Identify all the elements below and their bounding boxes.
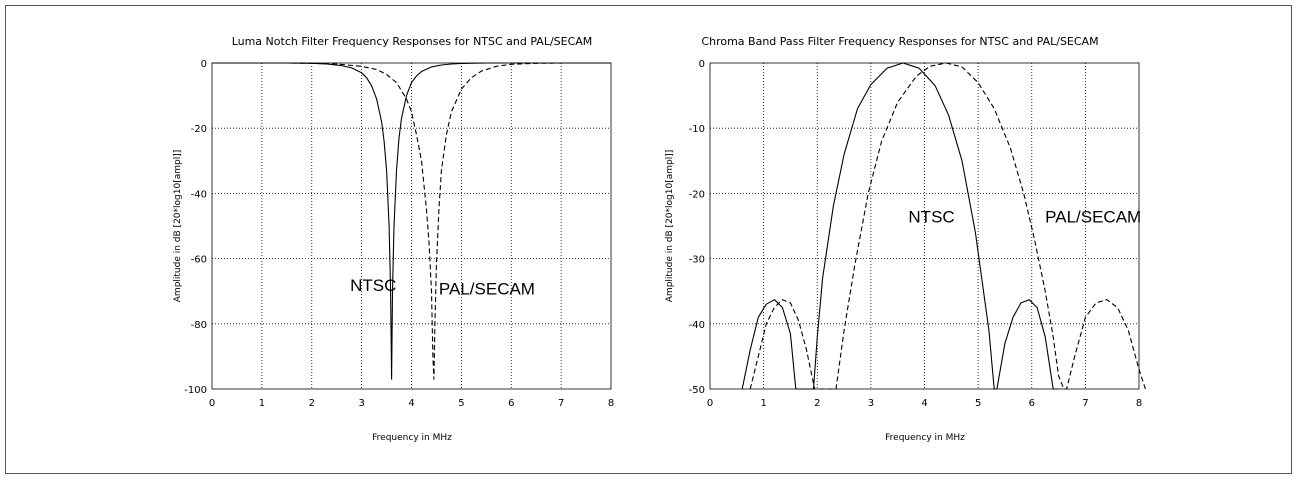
y-tick-label: -50 (689, 385, 705, 396)
y-tick-label: -80 (191, 320, 207, 331)
ntsc-response-line (212, 62, 611, 380)
x-tick-label: 1 (259, 398, 265, 409)
annotations: NTSC PAL/SECAM (908, 208, 1141, 227)
x-tick-label: 5 (458, 398, 464, 409)
series-lines (212, 62, 611, 380)
annotation-label: NTSC (350, 276, 396, 295)
luma-notch-chart: Luma Notch Filter Frequency Responses fo… (173, 35, 614, 443)
y-axis-label: Amplitude in dB [20*log10[ampl]] (665, 150, 675, 302)
y-tick-label: -20 (191, 124, 207, 135)
tick-labels: 0 1 2 3 4 5 6 7 8 0 -10 -20 -30 -40 -50 (689, 59, 1143, 409)
x-tick-label: 4 (921, 398, 927, 409)
grid (212, 63, 611, 389)
chroma-bandpass-chart: Chroma Band Pass Filter Frequency Respon… (665, 35, 1146, 443)
x-tick-label: 7 (1082, 398, 1088, 409)
y-tick-label: -60 (191, 255, 207, 266)
pal-secam-response-line (212, 62, 611, 380)
annotation-label: PAL/SECAM (1045, 208, 1141, 227)
x-tick-label: 6 (508, 398, 514, 409)
ntsc-response-line (741, 62, 1059, 390)
x-tick-label: 8 (608, 398, 614, 409)
figure-frame (5, 5, 1292, 474)
y-tick-label: -100 (184, 385, 207, 396)
y-tick-label: 0 (699, 59, 705, 70)
x-tick-label: 7 (558, 398, 564, 409)
plot-area (211, 62, 612, 390)
x-tick-label: 5 (975, 398, 981, 409)
y-tick-label: -40 (191, 189, 207, 200)
x-axis-label: Frequency in MHz (372, 433, 452, 443)
y-axis-label: Amplitude in dB [20*log10[ampl]] (173, 150, 183, 302)
y-tick-label: -20 (689, 189, 705, 200)
y-tick-label: -30 (689, 255, 705, 266)
x-tick-label: 4 (408, 398, 414, 409)
x-tick-label: 2 (309, 398, 315, 409)
series-lines (741, 62, 1146, 390)
x-tick-label: 0 (707, 398, 713, 409)
annotation-label: PAL/SECAM (439, 279, 535, 298)
annotations: NTSC PAL/SECAM (350, 276, 535, 298)
y-tick-label: -10 (689, 124, 705, 135)
x-tick-label: 6 (1029, 398, 1035, 409)
annotation-label: NTSC (908, 208, 954, 227)
y-tick-label: -40 (689, 320, 705, 331)
chart-title: Luma Notch Filter Frequency Responses fo… (232, 35, 593, 48)
x-tick-label: 0 (209, 398, 215, 409)
chart-title: Chroma Band Pass Filter Frequency Respon… (701, 35, 1098, 48)
x-tick-label: 8 (1136, 398, 1142, 409)
y-tick-label: 0 (201, 59, 207, 70)
x-axis-label: Frequency in MHz (885, 433, 965, 443)
pal-secam-response-line (749, 62, 1146, 390)
x-tick-label: 3 (358, 398, 364, 409)
plot-area (709, 62, 1140, 390)
x-tick-label: 1 (760, 398, 766, 409)
x-tick-label: 2 (814, 398, 820, 409)
x-tick-label: 3 (868, 398, 874, 409)
tick-labels: 0 1 2 3 4 5 6 7 8 0 -20 -40 -60 -80 -100 (184, 59, 614, 409)
